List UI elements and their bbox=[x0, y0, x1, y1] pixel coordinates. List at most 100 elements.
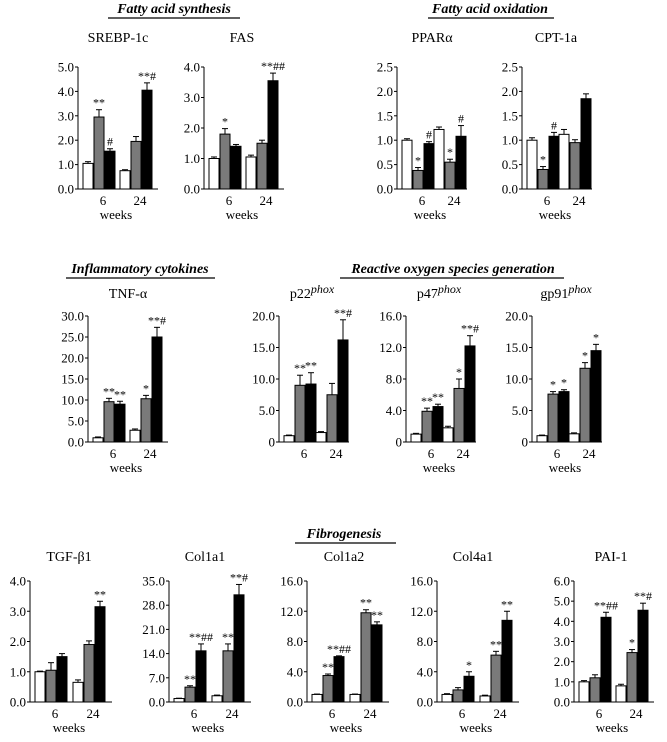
bar bbox=[580, 98, 592, 190]
bar bbox=[245, 156, 257, 190]
bar bbox=[453, 387, 465, 443]
y-tick-label: 8.0 bbox=[417, 634, 433, 649]
y-tick-label: 0.0 bbox=[377, 182, 393, 197]
significance-label: * bbox=[550, 378, 556, 392]
y-tick-label: 0 bbox=[269, 435, 276, 450]
significance-label: * bbox=[456, 365, 462, 379]
section-title-reactive-oxygen-species-generation: Reactive oxygen species generation bbox=[350, 262, 555, 277]
bar bbox=[211, 695, 223, 703]
y-tick-label: 1.0 bbox=[377, 133, 393, 148]
bar bbox=[463, 675, 475, 703]
chart-panel: Col1a1 0.0 7.0 14.0 21.0 28.0 35.0 ** **## 6 ** **#… bbox=[142, 550, 251, 735]
y-tick-label: 16.0 bbox=[410, 574, 433, 589]
y-tick-label: 4.0 bbox=[10, 574, 26, 589]
y-tick-label: 1.5 bbox=[502, 108, 518, 123]
significance-label: ** bbox=[490, 637, 502, 651]
y-tick-label: 4.0 bbox=[287, 664, 303, 679]
category-label: 24 bbox=[226, 706, 240, 721]
bar bbox=[294, 384, 306, 443]
category-label: 24 bbox=[448, 193, 462, 208]
bar bbox=[444, 161, 456, 190]
y-tick-label: 28.0 bbox=[142, 598, 165, 613]
y-tick-label: 16.0 bbox=[280, 574, 303, 589]
significance-label: * bbox=[540, 153, 546, 167]
panel-title: p47phox bbox=[417, 282, 462, 302]
panel-title: CPT-1a bbox=[535, 31, 578, 46]
bar bbox=[233, 594, 245, 703]
category-label: 24 bbox=[573, 193, 587, 208]
significance-label: # bbox=[458, 112, 464, 126]
bar bbox=[114, 403, 126, 443]
panel-title: PPARα bbox=[411, 31, 453, 46]
y-tick-label: 3.0 bbox=[184, 90, 200, 105]
y-tick-label: 16.0 bbox=[379, 309, 402, 324]
significance-label: ** bbox=[93, 96, 105, 110]
bar bbox=[441, 693, 453, 703]
x-axis-label: weeks bbox=[192, 720, 225, 735]
significance-label: * bbox=[593, 330, 599, 344]
bar bbox=[637, 609, 649, 703]
bar bbox=[92, 437, 104, 443]
y-tick-label: 2.0 bbox=[58, 133, 74, 148]
y-tick-label: 15.0 bbox=[61, 372, 84, 387]
bar bbox=[82, 162, 94, 190]
significance-label: ** bbox=[294, 361, 306, 375]
x-axis-label: weeks bbox=[460, 720, 493, 735]
significance-label: # bbox=[107, 135, 113, 149]
panel-title-suffix: phox bbox=[310, 282, 335, 296]
significance-label: **# bbox=[138, 69, 156, 83]
y-tick-label: 7.0 bbox=[149, 670, 165, 685]
chart-panel: p22phox 0 5.0 10.0 15.0 20.0 ** ** 6 **# 24 bbox=[252, 282, 352, 461]
significance-label: **## bbox=[594, 598, 618, 612]
y-tick-label: 0.0 bbox=[502, 182, 518, 197]
bar bbox=[151, 336, 163, 443]
significance-label: ** bbox=[371, 608, 383, 622]
bar bbox=[208, 158, 220, 190]
y-tick-label: 0.0 bbox=[58, 182, 74, 197]
y-tick-label: 0.0 bbox=[417, 695, 433, 710]
bar bbox=[360, 612, 372, 703]
y-tick-label: 15.0 bbox=[252, 340, 275, 355]
category-label: 24 bbox=[330, 446, 344, 461]
bar bbox=[219, 133, 231, 190]
y-tick-label: 2.0 bbox=[184, 121, 200, 136]
significance-label: * bbox=[582, 349, 588, 363]
category-label: 6 bbox=[419, 193, 426, 208]
bar bbox=[578, 681, 590, 703]
x-axis-label: weeks bbox=[414, 207, 447, 222]
chart-panels: SREBP-1c0.01.02.03.04.05.0**#6**#24weeks… bbox=[10, 31, 654, 735]
bar bbox=[222, 650, 234, 703]
panel-title: TNF-α bbox=[109, 287, 148, 302]
bar bbox=[305, 383, 317, 443]
category-label: 6 bbox=[110, 446, 117, 461]
bar bbox=[104, 150, 116, 190]
panel-title: SREBP-1c bbox=[88, 31, 149, 46]
significance-label: ** bbox=[501, 597, 513, 611]
bar bbox=[72, 681, 84, 703]
panel-title: PAI-1 bbox=[595, 550, 628, 565]
y-tick-label: 10.0 bbox=[252, 372, 275, 387]
significance-label: # bbox=[426, 128, 432, 142]
y-tick-label: 12.0 bbox=[410, 604, 433, 619]
bar bbox=[421, 410, 433, 443]
category-label: 6 bbox=[596, 706, 603, 721]
significance-label: ** bbox=[322, 660, 334, 674]
significance-label: ** bbox=[222, 630, 234, 644]
significance-label: **## bbox=[261, 59, 285, 73]
panel-title: TGF-β1 bbox=[46, 550, 91, 565]
y-tick-label: 1.5 bbox=[377, 108, 393, 123]
y-tick-label: 0 bbox=[396, 435, 403, 450]
y-tick-label: 2.5 bbox=[502, 60, 518, 75]
significance-label: * bbox=[222, 115, 228, 129]
category-label: 6 bbox=[191, 706, 198, 721]
bar bbox=[626, 652, 638, 703]
category-label: 6 bbox=[100, 193, 107, 208]
y-tick-label: 0.5 bbox=[502, 157, 518, 172]
section-title-fatty-acid-synthesis: Fatty acid synthesis bbox=[116, 2, 231, 17]
panel-title: Col1a2 bbox=[324, 550, 364, 565]
category-label: 6 bbox=[301, 446, 308, 461]
bar bbox=[34, 671, 46, 703]
bar bbox=[337, 339, 349, 443]
bar bbox=[537, 168, 549, 190]
